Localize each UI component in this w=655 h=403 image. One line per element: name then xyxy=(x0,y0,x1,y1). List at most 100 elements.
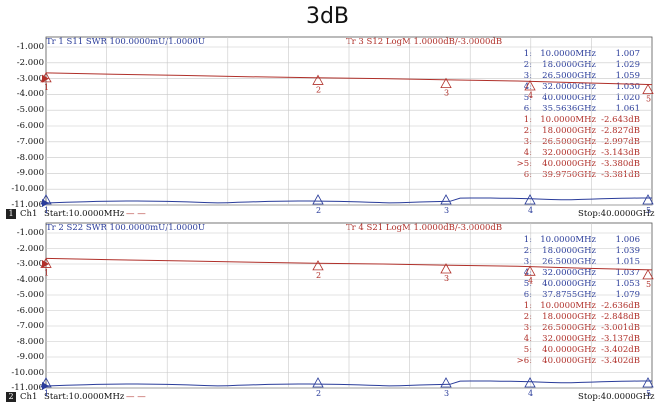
logm-trace xyxy=(45,72,653,86)
marker-triangle-swr xyxy=(642,194,654,205)
page-title: 3dB xyxy=(305,4,350,29)
marker-triangle-swr xyxy=(524,377,536,388)
marker-number: 3 xyxy=(444,274,449,283)
marker-row: 2: 18.0000GHz 1.039 xyxy=(523,246,640,256)
marker-number: 5 xyxy=(646,280,651,289)
y-tick-label: -9.000 xyxy=(16,352,44,362)
y-tick-label: -11.000 xyxy=(11,200,44,210)
marker-triangle-logm xyxy=(524,265,536,276)
y-tick-label: -4.000 xyxy=(16,274,44,285)
marker-row: 2: 18.0000GHz 1.029 xyxy=(523,60,640,70)
marker-row: 6: 35.5636GHz 1.061 xyxy=(523,104,640,114)
y-tick-label: -1.000 xyxy=(16,42,44,52)
y-tick-label: -7.000 xyxy=(16,136,44,147)
channel-label: Ch1 xyxy=(20,209,38,219)
marker-number: 2 xyxy=(316,206,321,215)
marker-triangle-swr xyxy=(312,194,324,205)
y-tick-label: -7.000 xyxy=(16,321,44,331)
y-tick-label: -10.000 xyxy=(11,184,44,195)
marker-triangle-logm xyxy=(642,83,654,95)
channel-number-badge[interactable]: 2 xyxy=(6,392,16,402)
marker-triangle-swr xyxy=(524,194,536,205)
marker-triangle-swr xyxy=(642,377,654,388)
y-tick-label: -3.000 xyxy=(16,259,44,269)
marker-number: 1 xyxy=(44,389,49,398)
y-tick-label: -10.000 xyxy=(11,367,44,378)
trace-3-label[interactable]: Tr 3 S12 LogM 1.0000dB/-3.0000dB xyxy=(346,37,503,47)
reference-arrow xyxy=(42,199,49,207)
marker-number: 1 xyxy=(44,83,49,92)
marker-number: 4 xyxy=(528,276,533,285)
marker-triangle-logm xyxy=(312,260,324,271)
dash-indicator: — — xyxy=(126,209,146,219)
trace-2-label[interactable]: Tr 2 S22 SWR 100.0000mU/1.0000U xyxy=(46,223,206,233)
reference-arrow xyxy=(42,260,49,268)
marker-triangle-logm xyxy=(440,77,452,88)
marker-number: 1 xyxy=(44,206,49,215)
swr-trace xyxy=(45,380,652,387)
stop-frequency[interactable]: Stop:40.0000GHz xyxy=(578,209,655,219)
marker-number: 3 xyxy=(444,206,449,215)
swr-trace xyxy=(45,197,652,204)
marker-number: 4 xyxy=(528,389,533,398)
marker-table-logm-2: 1: 10.0000MHz -2.636dB 2: 18.0000GHz -2.848d… xyxy=(502,301,642,367)
stop-frequency[interactable]: Stop:40.0000GHz xyxy=(578,392,655,402)
marker-triangle-logm xyxy=(524,80,536,91)
channel-label: Ch1 xyxy=(20,392,38,402)
marker-row: 2: 18.0000GHz -2.827dB xyxy=(523,126,640,136)
reference-arrow xyxy=(42,74,49,83)
marker-row: 1: 10.0000MHz 1.007 xyxy=(523,49,640,59)
marker-number: 2 xyxy=(316,389,321,398)
start-frequency[interactable]: Start:10.0000MHz xyxy=(44,209,125,219)
marker-number: 3 xyxy=(444,389,449,398)
marker-row: 3: 26.5000GHz -3.001dB xyxy=(523,323,640,333)
trace-1-label[interactable]: Tr 1 S11 SWR 100.0000mU/1.0000U xyxy=(46,37,206,47)
channel-number-badge[interactable]: 1 xyxy=(6,209,16,219)
y-tick-label: -2.000 xyxy=(16,57,44,68)
marker-number: 4 xyxy=(528,91,533,100)
trace-4-label[interactable]: Tr 4 S21 LogM 1.0000dB/-3.0000dB xyxy=(346,223,503,233)
marker-row: 3: 26.5000GHz 1.015 xyxy=(523,257,640,267)
marker-row: 5: 40.0000GHz 1.020 xyxy=(523,93,640,103)
y-tick-label: -11.000 xyxy=(11,383,44,393)
y-tick-label: -8.000 xyxy=(16,152,44,163)
y-tick-label: -3.000 xyxy=(16,73,44,84)
y-tick-label: -5.000 xyxy=(16,105,44,116)
marker-row: 1: 10.0000MHz -2.643dB xyxy=(523,115,640,125)
start-frequency[interactable]: Start:10.0000MHz xyxy=(44,392,125,402)
marker-number: 2 xyxy=(316,85,321,94)
marker-row: 5: 40.0000GHz -3.402dB xyxy=(523,345,640,355)
marker-row: 3: 26.5000GHz 1.059 xyxy=(523,71,640,81)
y-tick-label: -8.000 xyxy=(16,336,44,347)
marker-row: 1: 10.0000MHz -2.636dB xyxy=(523,301,640,311)
y-tick-label: -1.000 xyxy=(16,228,44,238)
y-tick-label: -9.000 xyxy=(16,168,44,179)
marker-triangle-swr xyxy=(312,377,324,388)
marker-table-swr-1: 1: 10.0000MHz 1.007 2: 18.0000GHz 1.029 3: 26… xyxy=(502,49,642,115)
marker-row: 4: 32.0000GHz -3.137dB xyxy=(523,334,640,344)
y-tick-label: -6.000 xyxy=(16,121,44,131)
y-tick-label: -5.000 xyxy=(16,290,44,300)
y-tick-label: -2.000 xyxy=(16,243,44,254)
marker-number: 2 xyxy=(316,271,321,280)
panel-1-footer: 1 Ch1 Start:10.0000MHz — — Stop:40.0000G… xyxy=(0,209,655,220)
marker-row: >6: 40.0000GHz -3.402dB xyxy=(516,356,640,366)
marker-number: 5 xyxy=(646,95,651,104)
marker-triangle-logm xyxy=(312,74,324,85)
y-tick-label: -4.000 xyxy=(16,89,44,100)
marker-row: 4: 32.0000GHz 1.030 xyxy=(523,82,640,92)
marker-row: 4: 32.0000GHz 1.037 xyxy=(523,268,640,278)
marker-triangle-swr xyxy=(440,194,452,205)
marker-number: 4 xyxy=(528,206,533,215)
marker-number: 3 xyxy=(444,89,449,98)
reference-arrow xyxy=(42,382,49,390)
y-tick-label: -6.000 xyxy=(16,305,44,316)
panel-2-footer: 2 Ch1 Start:10.0000MHz — — Stop:40.0000G… xyxy=(0,392,655,403)
marker-row: >5: 40.0000GHz -3.380dB xyxy=(516,159,640,169)
marker-triangle-logm xyxy=(440,263,452,274)
marker-row: 2: 18.0000GHz -2.848dB xyxy=(523,312,640,322)
marker-row: 6: 39.9750GHz -3.381dB xyxy=(523,170,640,180)
marker-number: 1 xyxy=(44,268,49,277)
marker-number: 5 xyxy=(646,206,651,215)
